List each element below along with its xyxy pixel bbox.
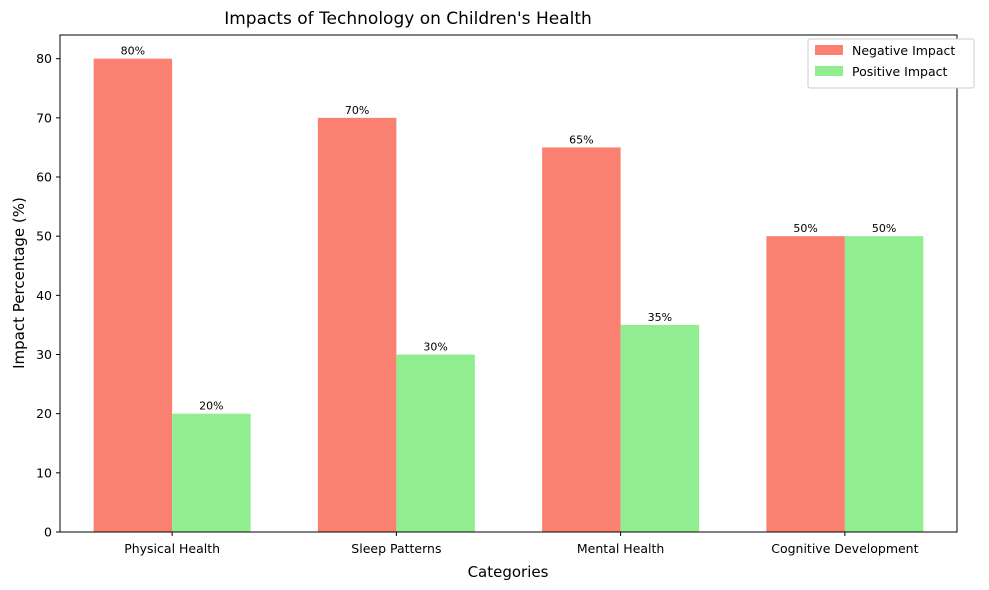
x-tick-label: Physical Health	[124, 541, 220, 556]
x-axis-ticks: Physical Health Sleep Patterns Mental Heal…	[124, 532, 919, 556]
y-tick-label: 60	[36, 170, 52, 185]
data-label-negative-0: 80%	[121, 45, 145, 58]
y-tick-label: 50	[36, 229, 52, 244]
plot-frame	[59, 34, 958, 533]
bar-positive-1	[396, 354, 475, 532]
bar-negative-2	[542, 147, 621, 532]
bar-positive-2	[620, 324, 700, 532]
legend: Negative Impact Positive Impact	[807, 38, 975, 89]
y-axis-label: Impact Percentage (%)	[10, 197, 28, 369]
data-label-negative-1: 70%	[345, 104, 369, 117]
legend-label-positive: Positive Impact	[852, 64, 947, 79]
x-tick-label: Cognitive Development	[771, 541, 918, 556]
bar-positive-3	[844, 236, 924, 532]
data-label-positive-1: 30%	[423, 341, 447, 354]
y-tick-label: 30	[36, 347, 52, 362]
y-tick-label: 10	[36, 465, 52, 480]
legend-label-negative: Negative Impact	[852, 43, 955, 58]
data-label-positive-3: 50%	[872, 222, 896, 235]
data-label-positive-0: 20%	[199, 400, 223, 413]
x-tick-label: Sleep Patterns	[351, 541, 441, 556]
x-axis-label: Categories	[468, 563, 549, 581]
data-label-negative-3: 50%	[793, 222, 817, 235]
y-tick-label: 0	[44, 525, 52, 540]
data-label-negative-2: 65%	[569, 133, 593, 146]
legend-swatch-positive	[815, 66, 843, 76]
bar-negative-1	[317, 117, 397, 532]
y-tick-label: 80	[36, 51, 52, 66]
data-label-positive-2: 35%	[648, 311, 672, 324]
legend-box	[807, 38, 975, 89]
y-tick-label: 40	[36, 288, 52, 303]
y-tick-label: 20	[36, 406, 52, 421]
chart-title: Impacts of Technology on Children's Heal…	[224, 9, 592, 29]
y-axis-ticks: 0 10 20 30 40 50 60 70 80	[36, 51, 60, 540]
bar-labels-group: 80% 70% 65% 50% 20% 30% 35% 50%	[121, 45, 897, 413]
bar-negative-3	[766, 236, 845, 532]
bars-group	[93, 58, 924, 533]
y-tick-label: 70	[36, 110, 52, 125]
legend-swatch-negative	[815, 45, 843, 55]
bar-positive-0	[172, 413, 251, 532]
bar-negative-0	[93, 58, 173, 533]
x-tick-label: Mental Health	[577, 541, 664, 556]
